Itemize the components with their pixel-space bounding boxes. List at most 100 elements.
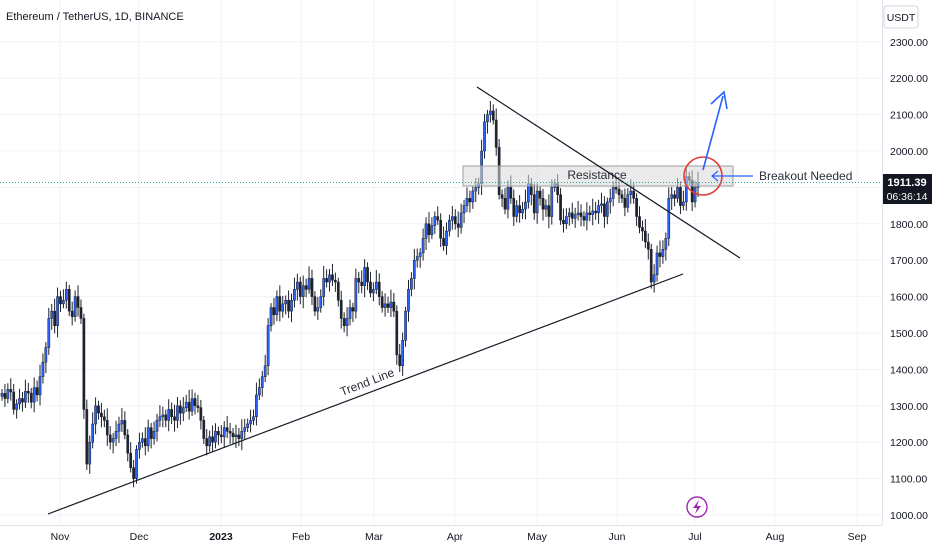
candle-body: [588, 212, 592, 215]
candle-body: [398, 354, 402, 367]
price-axis[interactable]: 2300.002200.002100.002000.001900.001800.…: [890, 37, 928, 522]
candle-body: [342, 318, 346, 326]
candle-body: [85, 409, 89, 465]
candle-body: [436, 216, 440, 221]
candle-body: [395, 310, 399, 356]
time-tick-label: Jul: [688, 531, 701, 543]
price-tick-label: 1100.00: [890, 474, 927, 486]
candle-body: [70, 310, 74, 317]
candle-body: [547, 205, 551, 217]
candle-body: [418, 252, 422, 257]
candle-body: [357, 278, 361, 283]
candle-body: [243, 427, 247, 432]
candle-body: [442, 238, 445, 246]
candle-body: [3, 393, 7, 399]
candle-body: [345, 318, 349, 326]
currency-badge[interactable]: [883, 5, 919, 29]
time-tick-label: May: [527, 531, 548, 543]
candle-body: [334, 279, 337, 283]
candle-body: [211, 436, 214, 443]
price-tick-label: 2200.00: [890, 73, 928, 85]
ascending-trend-line[interactable]: [47, 273, 684, 515]
candle-body: [59, 296, 62, 305]
candle-body: [591, 210, 595, 215]
candle-body: [626, 194, 630, 208]
time-axis[interactable]: Nov Dec 2023 Feb Mar Apr May Jun Jul Aug Sep: [51, 531, 867, 543]
candle-body: [573, 214, 577, 219]
candle-body: [164, 414, 168, 421]
candle-body: [407, 289, 410, 312]
price-tick-label: 1500.00: [890, 328, 928, 340]
candle-body: [310, 278, 314, 297]
candle-body: [76, 296, 80, 308]
candle-body: [255, 394, 258, 417]
time-tick-label: Mar: [365, 531, 384, 543]
candle-body: [41, 361, 45, 377]
candle-body: [179, 405, 182, 414]
candle-body: [158, 416, 162, 421]
candle-body: [421, 238, 425, 254]
candle-body: [658, 252, 662, 257]
candle-body: [26, 390, 30, 394]
candle-body: [298, 281, 302, 297]
candle-body: [272, 307, 276, 316]
candle-body: [231, 432, 235, 437]
lightning-icon[interactable]: [686, 496, 708, 518]
candle-body: [638, 216, 641, 228]
candle-body: [363, 267, 366, 286]
candle-body: [676, 187, 679, 199]
price-tick-label: 2100.00: [890, 110, 928, 122]
candle-body: [105, 420, 109, 436]
candle-body: [410, 278, 413, 290]
candle-body: [456, 223, 460, 228]
price-tick-label: 1000.00: [890, 510, 928, 522]
candle-body: [579, 212, 583, 217]
candle-body: [325, 278, 328, 283]
candle-body: [196, 405, 200, 408]
candle-body: [120, 420, 124, 425]
candle-body: [146, 427, 150, 447]
candle-body: [313, 296, 317, 312]
candle-body: [287, 299, 290, 312]
breakout-arrow-line[interactable]: [702, 95, 724, 171]
candle-body: [301, 285, 305, 297]
candles-layer: [0, 101, 700, 488]
candle-body: [661, 249, 665, 257]
candle-body: [94, 405, 97, 425]
candle-body: [111, 438, 115, 443]
candle-body: [336, 281, 340, 301]
candle-body: [269, 307, 273, 326]
candle-body: [503, 198, 507, 210]
candle-body: [260, 376, 264, 388]
candle-body: [12, 391, 16, 410]
candle-body: [316, 307, 320, 312]
candle-body: [608, 198, 612, 203]
candle-body: [369, 281, 372, 294]
time-tick-label: 2023: [209, 531, 233, 543]
breakout-arrow-head: [710, 90, 728, 110]
candle-body: [88, 441, 92, 465]
candle-body: [489, 110, 492, 115]
candle-body: [53, 310, 56, 326]
time-tick-label: Jun: [609, 531, 626, 543]
descending-trend-line[interactable]: [476, 86, 741, 259]
candle-body: [386, 303, 390, 308]
candle-body: [582, 216, 586, 221]
candle-body: [18, 398, 21, 405]
candle-body: [304, 285, 308, 290]
resistance-label: Resistance: [567, 168, 627, 182]
candle-body: [222, 427, 226, 437]
candle-body: [646, 241, 650, 250]
candle-body: [541, 198, 545, 210]
candle-body: [173, 416, 176, 421]
candle-body: [521, 208, 524, 214]
time-tick-label: Nov: [51, 531, 70, 543]
candle-body: [445, 230, 448, 246]
candle-body: [614, 187, 618, 190]
chart-title: Ethereum / TetherUS, 1D, BINANCE: [6, 11, 184, 23]
candle-body: [655, 252, 659, 276]
candle-body: [433, 216, 437, 226]
candle-body: [155, 420, 159, 432]
candle-body: [252, 416, 255, 421]
